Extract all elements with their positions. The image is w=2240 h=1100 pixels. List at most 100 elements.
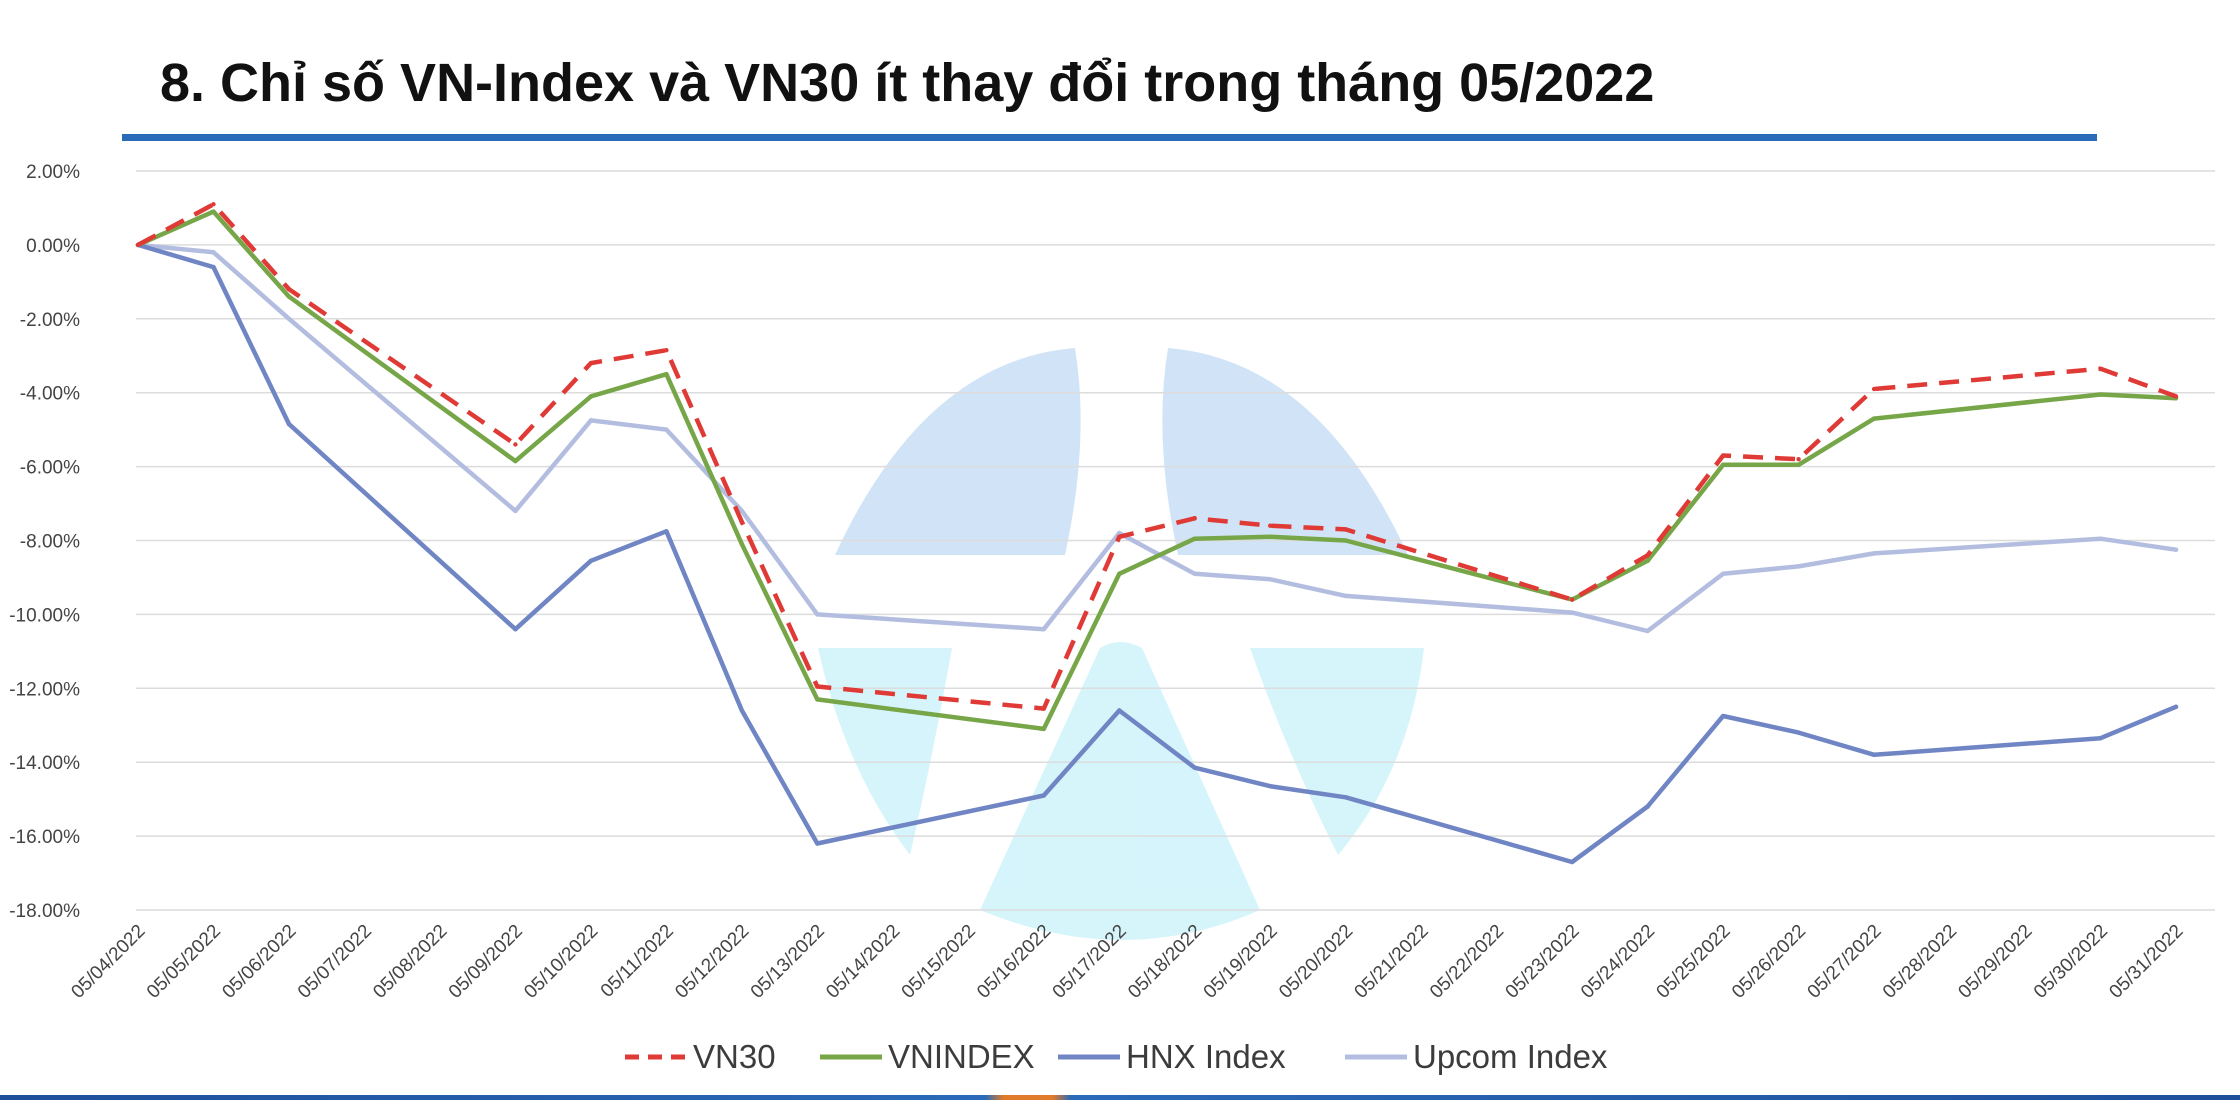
data-point bbox=[1268, 577, 1273, 582]
legend-label: VN30 bbox=[693, 1038, 776, 1075]
x-tick-label: 05/13/2022 bbox=[747, 921, 829, 1003]
data-point bbox=[664, 348, 669, 353]
x-tick-label: 05/19/2022 bbox=[1200, 921, 1282, 1003]
series-line-vn30 bbox=[136, 202, 2177, 711]
y-tick-label: 2.00% bbox=[26, 162, 80, 183]
data-point bbox=[286, 316, 292, 321]
data-point bbox=[1796, 457, 1801, 462]
data-point bbox=[1343, 593, 1348, 599]
data-point bbox=[513, 626, 518, 632]
data-point bbox=[1041, 726, 1046, 732]
legend-label: Upcom Index bbox=[1413, 1038, 1608, 1075]
data-point bbox=[211, 209, 216, 214]
data-point bbox=[2098, 735, 2103, 741]
data-point bbox=[1645, 628, 1650, 634]
data-point bbox=[664, 529, 669, 534]
data-point bbox=[1268, 523, 1273, 528]
data-point bbox=[1192, 571, 1197, 576]
data-point bbox=[588, 418, 594, 423]
series-line-upcom-index bbox=[135, 242, 2179, 634]
x-tick-label: 05/20/2022 bbox=[1275, 921, 1357, 1003]
data-point bbox=[1343, 538, 1348, 543]
y-tick-label: -8.00% bbox=[20, 532, 80, 553]
footer-bar bbox=[0, 1095, 2240, 1100]
y-axis: 2.00% 0.00% -2.00% -4.00% -6.00% -8.00% -10.00… bbox=[9, 162, 80, 922]
data-point bbox=[1871, 752, 1877, 758]
x-tick-label: 05/15/2022 bbox=[898, 921, 980, 1003]
x-tick-label: 05/09/2022 bbox=[445, 921, 527, 1003]
data-point bbox=[2098, 392, 2103, 397]
y-tick-label: -10.00% bbox=[9, 605, 80, 626]
data-point bbox=[815, 684, 820, 689]
data-point bbox=[2173, 704, 2179, 709]
data-point bbox=[588, 558, 594, 564]
data-point bbox=[1192, 765, 1197, 770]
data-point bbox=[1268, 534, 1273, 540]
title-underline bbox=[122, 134, 2097, 141]
data-point bbox=[739, 708, 745, 713]
x-tick-label: 05/06/2022 bbox=[218, 921, 300, 1003]
data-point bbox=[286, 294, 292, 299]
data-point bbox=[1720, 453, 1726, 458]
y-tick-label: -16.00% bbox=[9, 827, 80, 848]
data-point bbox=[2173, 394, 2179, 399]
x-tick-label: 05/24/2022 bbox=[1577, 921, 1659, 1003]
data-point bbox=[1569, 597, 1575, 602]
x-tick-label: 05/12/2022 bbox=[671, 921, 753, 1003]
data-point bbox=[815, 841, 820, 846]
legend-label: HNX Index bbox=[1126, 1038, 1286, 1075]
x-tick-label: 05/28/2022 bbox=[1879, 921, 1961, 1003]
data-point bbox=[2098, 536, 2103, 541]
data-point bbox=[211, 250, 216, 255]
x-tick-label: 05/22/2022 bbox=[1426, 921, 1508, 1003]
x-tick-label: 05/23/2022 bbox=[1502, 921, 1584, 1003]
data-point bbox=[1343, 527, 1348, 532]
data-point bbox=[211, 264, 216, 270]
x-tick-label: 05/25/2022 bbox=[1653, 921, 1735, 1003]
y-tick-label: -4.00% bbox=[20, 384, 80, 405]
x-tick-label: 05/10/2022 bbox=[520, 921, 602, 1003]
data-point bbox=[1192, 536, 1197, 541]
x-tick-label: 05/27/2022 bbox=[1804, 921, 1886, 1003]
data-point bbox=[135, 242, 141, 248]
data-point bbox=[1720, 462, 1726, 467]
data-point bbox=[1796, 462, 1801, 467]
x-tick-label: 05/08/2022 bbox=[369, 921, 451, 1003]
y-tick-label: 0.00% bbox=[26, 236, 80, 257]
data-point bbox=[664, 372, 669, 377]
x-tick-label: 05/26/2022 bbox=[1728, 921, 1810, 1003]
x-tick-label: 05/07/2022 bbox=[294, 921, 376, 1003]
data-point bbox=[1117, 571, 1122, 576]
data-point bbox=[1645, 553, 1650, 558]
x-axis: 05/04/202205/05/202205/06/202205/07/2022… bbox=[67, 921, 2187, 1003]
data-point bbox=[1192, 516, 1197, 521]
data-point bbox=[1041, 626, 1046, 632]
data-point bbox=[1871, 416, 1877, 421]
data-point bbox=[1117, 534, 1122, 540]
data-point bbox=[1041, 706, 1046, 711]
data-point bbox=[286, 421, 292, 427]
data-point bbox=[664, 427, 669, 432]
data-point bbox=[1645, 558, 1650, 564]
data-point bbox=[1720, 571, 1726, 576]
x-tick-label: 05/04/2022 bbox=[67, 921, 149, 1003]
data-point bbox=[739, 508, 745, 514]
data-point bbox=[2173, 547, 2179, 552]
series-lines bbox=[135, 202, 2179, 865]
data-point bbox=[1343, 795, 1348, 800]
data-point bbox=[1041, 793, 1046, 798]
data-point bbox=[588, 360, 594, 366]
data-point bbox=[1645, 804, 1650, 809]
data-point bbox=[513, 458, 518, 464]
gridlines bbox=[136, 170, 2215, 911]
data-point bbox=[815, 612, 820, 617]
data-point bbox=[1796, 564, 1801, 569]
x-tick-label: 05/31/2022 bbox=[2105, 921, 2187, 1003]
series-line-hnx-index bbox=[135, 242, 2179, 865]
x-tick-label: 05/30/2022 bbox=[2030, 921, 2112, 1003]
x-tick-label: 05/16/2022 bbox=[973, 921, 1055, 1003]
data-point bbox=[588, 394, 594, 399]
y-tick-label: -12.00% bbox=[9, 679, 80, 700]
data-point bbox=[513, 442, 518, 447]
